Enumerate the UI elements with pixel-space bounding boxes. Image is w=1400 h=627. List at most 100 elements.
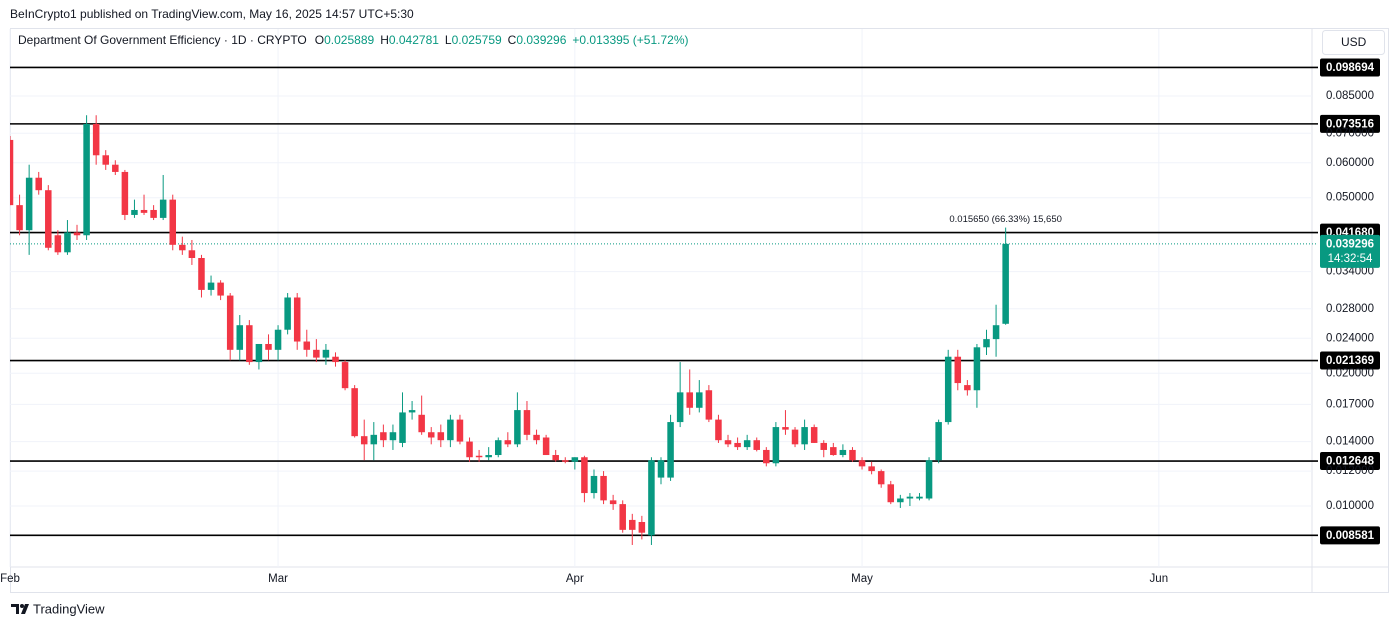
candle-body (351, 388, 358, 437)
last-price-box (1320, 234, 1380, 268)
candle-body (619, 504, 626, 530)
candle-body (121, 171, 129, 215)
x-tick-label: Mar (268, 573, 288, 585)
candle-body (964, 385, 971, 391)
candle-body (35, 177, 42, 191)
ohlc-key: O (315, 33, 324, 47)
candle-body (562, 460, 569, 462)
y-tick-label: 0.017000 (1326, 398, 1374, 410)
candle-body (877, 471, 885, 485)
candle-body (437, 432, 445, 441)
candle-body (925, 460, 933, 499)
level-label: 0.008581 (1326, 530, 1375, 542)
y-tick-label: 0.028000 (1326, 303, 1374, 315)
candle-body (226, 295, 234, 350)
ohlc-key: C (508, 33, 517, 47)
x-tick-label: Apr (566, 573, 584, 585)
candle-body (686, 392, 693, 408)
candle-body (533, 434, 540, 441)
y-tick-label: 0.020000 (1326, 367, 1374, 379)
candle-body (466, 441, 473, 458)
candle-body (83, 123, 90, 236)
candle-body (1002, 243, 1009, 324)
candle-body (169, 199, 177, 245)
y-tick-label: 0.070000 (1326, 127, 1374, 139)
symbol: Department Of Government Efficiency · 1D… (18, 33, 307, 47)
candle-body (743, 440, 751, 448)
candle-body (293, 297, 301, 342)
candle-body (341, 362, 349, 389)
candle-body (198, 257, 205, 290)
candle-body (494, 440, 502, 456)
candle-body (45, 190, 52, 248)
candle-body (265, 343, 272, 350)
ohlc-value: 0.039296 (516, 33, 566, 47)
y-tick-label: 0.014000 (1326, 436, 1374, 448)
candle-body (906, 496, 914, 499)
candle-body (188, 250, 196, 258)
candle-body (54, 235, 62, 253)
currency[interactable]: USD (1341, 35, 1367, 49)
candle-body (274, 329, 282, 350)
ohlc-key: L (445, 33, 452, 47)
candle-body (303, 341, 311, 350)
candle-body (657, 460, 665, 478)
candle-body (131, 209, 138, 215)
candle-body (724, 440, 732, 445)
candle-body (801, 427, 808, 445)
currency-button[interactable] (1322, 30, 1385, 55)
candle-body (10, 139, 14, 206)
candle-body (370, 434, 378, 445)
candle-body (600, 475, 607, 501)
change: +0.013395 (+51.72%) (572, 33, 688, 47)
candle-body (332, 356, 339, 363)
x-tick-label: Feb (0, 573, 20, 585)
y-tick-label: 0.012000 (1326, 465, 1374, 477)
candle-body (207, 282, 215, 290)
candle-body (676, 392, 684, 423)
candle-body (897, 498, 904, 503)
candle-body (992, 325, 1000, 340)
candle-body (753, 440, 760, 450)
candle-body (284, 297, 291, 330)
ohlc-value: 0.025889 (324, 33, 374, 47)
candle-body (763, 449, 770, 464)
candle-body (887, 484, 895, 503)
candle-body (408, 410, 416, 413)
legend: Department Of Government Efficiency · 1D… (18, 33, 689, 47)
candle-body (523, 410, 531, 435)
last-price-label: 0.039296 (1326, 238, 1374, 250)
header: BeInCrypto1 published on TradingView.com… (10, 7, 414, 21)
candle-body (581, 457, 588, 494)
candle-body (504, 440, 512, 445)
level-label-box (1320, 526, 1380, 545)
ohlc-value: 0.042781 (389, 33, 439, 47)
candle-body (322, 349, 330, 358)
candle-body (112, 164, 119, 172)
candle-body (399, 412, 406, 443)
candle-body (447, 419, 454, 441)
candle-body (973, 347, 981, 391)
level-label: 0.021369 (1326, 355, 1374, 367)
candle-body (552, 455, 559, 461)
candle-body (849, 449, 856, 461)
candle-body (734, 442, 741, 448)
candle-body (571, 457, 579, 462)
logo (11, 604, 29, 614)
y-tick-label: 0.050000 (1326, 192, 1374, 204)
candle-body (983, 339, 990, 348)
candle-body (159, 199, 167, 218)
logo-dot (20, 604, 24, 608)
candle-body (696, 392, 703, 408)
level-label-box (1320, 452, 1380, 471)
candle-body (667, 422, 674, 478)
logo-mark (21, 604, 29, 614)
candle-body (810, 427, 818, 443)
candle-body (542, 437, 550, 456)
candle-body (648, 460, 655, 536)
x-tick-label: May (851, 573, 873, 585)
ohlc-value: 0.025759 (452, 33, 502, 47)
candle-body (246, 325, 253, 363)
